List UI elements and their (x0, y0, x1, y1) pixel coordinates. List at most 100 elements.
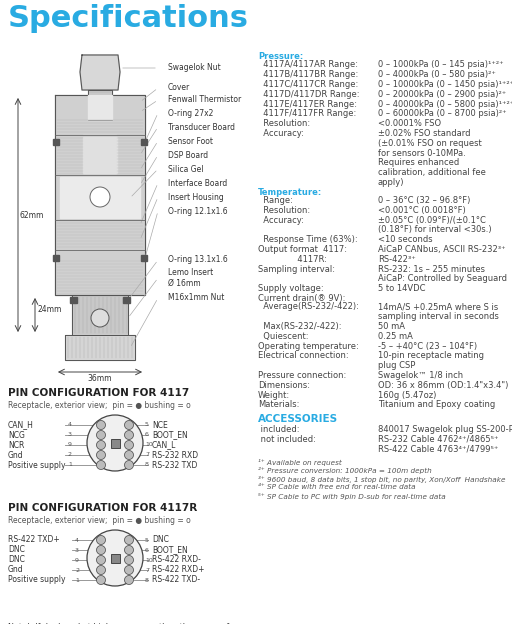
Text: 4117A/4117AR Range:: 4117A/4117AR Range: (258, 61, 358, 69)
Text: NCR: NCR (8, 441, 25, 449)
Polygon shape (70, 297, 77, 303)
Circle shape (96, 421, 105, 429)
Polygon shape (141, 255, 147, 261)
Text: 2: 2 (75, 567, 79, 572)
Bar (111, 439, 120, 448)
Text: Supply voltage:: Supply voltage: (258, 285, 324, 293)
Text: ³⁺ 9600 baud, 8 data bits, 1 stop bit, no parity, Xon/Xoff  Handshake: ³⁺ 9600 baud, 8 data bits, 1 stop bit, n… (258, 475, 505, 482)
Text: 1: 1 (68, 462, 72, 467)
Text: 0 – 20000kPa (0 – 2900 psia)²⁺: 0 – 20000kPa (0 – 2900 psia)²⁺ (378, 90, 506, 99)
Text: 7: 7 (127, 452, 131, 457)
Text: Cover: Cover (168, 84, 190, 92)
Text: Response Time (63%):: Response Time (63%): (258, 235, 357, 244)
Circle shape (96, 565, 105, 575)
Text: CAN_H: CAN_H (8, 421, 34, 429)
Text: for sensors 0-10MPa.: for sensors 0-10MPa. (378, 149, 466, 157)
Text: Interface Board: Interface Board (168, 178, 227, 187)
Text: Accuracy:: Accuracy: (258, 216, 304, 225)
Text: 3: 3 (99, 547, 102, 552)
Circle shape (91, 309, 109, 327)
Circle shape (96, 461, 105, 469)
Text: Swagelok™ 1/8 inch: Swagelok™ 1/8 inch (378, 371, 463, 380)
Text: DNC: DNC (8, 545, 25, 555)
Polygon shape (53, 255, 59, 261)
Text: M16x1mm Nut: M16x1mm Nut (168, 293, 224, 303)
Text: 0.25 mA: 0.25 mA (378, 332, 413, 341)
Text: Positive supply: Positive supply (8, 575, 66, 585)
Text: 6: 6 (127, 547, 131, 552)
Text: O-ring 12.1x1.6: O-ring 12.1x1.6 (168, 207, 228, 215)
Text: RS-422³⁺: RS-422³⁺ (378, 255, 416, 264)
Text: RS-422 TXD+: RS-422 TXD+ (8, 535, 60, 545)
Text: Pressure:: Pressure: (258, 52, 303, 61)
Text: 4117F/4117FR Range:: 4117F/4117FR Range: (258, 109, 356, 119)
Circle shape (124, 461, 134, 469)
Text: RS-232: 1s – 255 minutes: RS-232: 1s – 255 minutes (378, 265, 485, 274)
Text: Fenwall Thermistor: Fenwall Thermistor (168, 95, 241, 104)
Text: <0.001°C (0.0018°F): <0.001°C (0.0018°F) (378, 206, 466, 215)
Circle shape (96, 535, 105, 545)
Text: RS-422 RXD+: RS-422 RXD+ (152, 565, 204, 575)
Text: 9: 9 (99, 557, 103, 562)
Text: 1: 1 (99, 577, 103, 582)
Text: Specifications: Specifications (8, 4, 249, 33)
Text: 840017 Swagelok plug SS-200-P: 840017 Swagelok plug SS-200-P (378, 425, 512, 434)
Text: ACCESSORIES: ACCESSORIES (258, 414, 338, 424)
Polygon shape (123, 297, 130, 303)
Text: RS-232 Cable 4762⁴⁺/4865⁵⁺: RS-232 Cable 4762⁴⁺/4865⁵⁺ (378, 435, 499, 444)
Text: Transducer Board: Transducer Board (168, 122, 235, 132)
Text: 4117R:: 4117R: (258, 255, 327, 264)
Text: 7: 7 (145, 567, 149, 572)
Text: RS-422 TXD-: RS-422 TXD- (152, 575, 200, 585)
Text: Electrical connection:: Electrical connection: (258, 351, 349, 361)
Circle shape (96, 451, 105, 459)
Text: ⁵⁺ SP Cable to PC with 9pin D-sub for real-time data: ⁵⁺ SP Cable to PC with 9pin D-sub for re… (258, 492, 446, 500)
Text: Dimensions:: Dimensions: (258, 381, 310, 390)
Text: 0 – 4000kPa (0 – 580 psia)²⁺: 0 – 4000kPa (0 – 580 psia)²⁺ (378, 70, 496, 79)
Polygon shape (72, 295, 128, 335)
Text: 0 – 10000kPa (0 – 1450 psia)¹⁺²⁺: 0 – 10000kPa (0 – 1450 psia)¹⁺²⁺ (378, 80, 512, 89)
Text: Average(RS-232/-422):: Average(RS-232/-422): (258, 303, 359, 311)
Text: PIN CONFIGURATION FOR 4117R: PIN CONFIGURATION FOR 4117R (8, 503, 197, 513)
Polygon shape (55, 95, 145, 295)
Polygon shape (60, 177, 140, 218)
Text: 10: 10 (145, 442, 153, 447)
Text: ±0.05°C (0.09°F)/(±0.1°C: ±0.05°C (0.09°F)/(±0.1°C (378, 216, 486, 225)
Text: ²⁺ Pressure conversion: 1000kPa = 100m depth: ²⁺ Pressure conversion: 1000kPa = 100m d… (258, 467, 432, 474)
Text: plug CSP: plug CSP (378, 361, 415, 370)
Text: 8: 8 (127, 462, 131, 467)
Text: 5 to 14VDC: 5 to 14VDC (378, 285, 425, 293)
Text: Requires enhanced: Requires enhanced (378, 158, 459, 167)
Text: OD: 36 x 86mm (OD:1.4"x3.4"): OD: 36 x 86mm (OD:1.4"x3.4") (378, 381, 508, 390)
Text: AiCaP: Controlled by Seaguard: AiCaP: Controlled by Seaguard (378, 275, 507, 283)
Text: 6: 6 (145, 547, 149, 552)
Text: Positive supply: Positive supply (8, 461, 66, 469)
Text: 1: 1 (99, 462, 103, 467)
Text: NCE: NCE (152, 421, 168, 429)
Circle shape (124, 565, 134, 575)
Polygon shape (65, 335, 135, 360)
Circle shape (124, 421, 134, 429)
Text: -5 – +40°C (23 – 104°F): -5 – +40°C (23 – 104°F) (378, 341, 477, 351)
Text: 4: 4 (75, 537, 79, 542)
Circle shape (96, 441, 105, 449)
Text: Sensor Foot: Sensor Foot (168, 137, 213, 145)
Text: Swagelok Nut: Swagelok Nut (168, 64, 221, 72)
Circle shape (124, 575, 134, 585)
Text: 5: 5 (127, 537, 131, 542)
Text: 2: 2 (99, 452, 103, 457)
Text: 5: 5 (127, 422, 131, 427)
Circle shape (96, 545, 105, 555)
Text: <0.0001% FSO: <0.0001% FSO (378, 119, 441, 128)
Text: (±0.01% FSO on request: (±0.01% FSO on request (378, 139, 482, 148)
Text: sampling interval in seconds: sampling interval in seconds (378, 312, 499, 321)
Circle shape (124, 451, 134, 459)
Polygon shape (83, 137, 117, 173)
Text: 2: 2 (99, 567, 103, 572)
Text: 4: 4 (99, 422, 103, 427)
Circle shape (96, 575, 105, 585)
Text: 4117E/4117ER Range:: 4117E/4117ER Range: (258, 100, 357, 109)
Text: Materials:: Materials: (258, 401, 300, 409)
Text: ⁴⁺ SP Cable with free end for real-time data: ⁴⁺ SP Cable with free end for real-time … (258, 484, 416, 490)
Text: 2: 2 (68, 452, 72, 457)
